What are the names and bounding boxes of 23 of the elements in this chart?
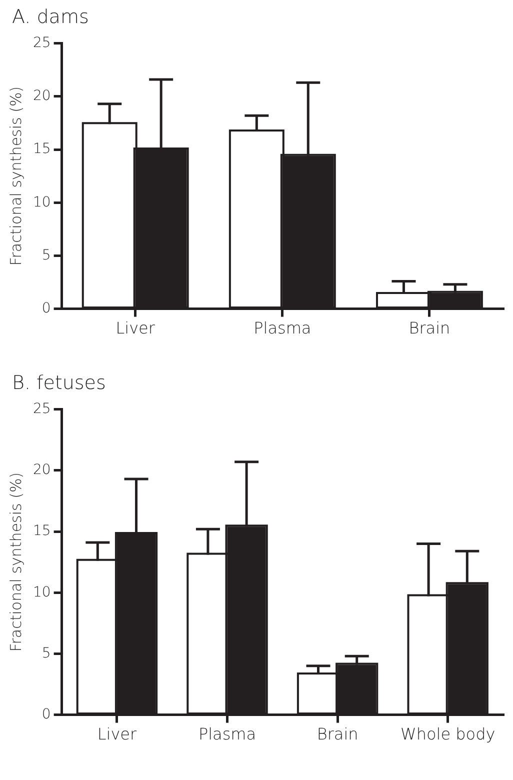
y-axis-title: Fractional synthesis (%) <box>6 472 25 652</box>
chart-title: A. dams <box>11 5 90 30</box>
x-tick-label: Whole body <box>400 724 496 744</box>
x-tick-label: Brain <box>408 318 450 338</box>
x-tick-label: Plasma <box>254 318 312 338</box>
x-tick-label: Plasma <box>198 724 256 744</box>
y-tick-label: 20 <box>32 462 51 478</box>
y-tick-label: 25 <box>32 35 51 52</box>
y-axis-title: Fractional synthesis (%) <box>6 86 25 266</box>
y-tick-label: 10 <box>32 584 51 600</box>
y-tick-label: 0 <box>42 300 51 316</box>
y-tick-label: 5 <box>42 645 51 662</box>
y-tick-label: 15 <box>32 523 51 540</box>
y-tick-label: 20 <box>32 88 51 104</box>
y-tick-label: 0 <box>42 706 51 722</box>
x-tick-label: Brain <box>316 724 358 744</box>
y-tick-label: 5 <box>42 247 51 264</box>
chart-title: B. fetuses <box>11 371 107 396</box>
y-tick-label: 25 <box>32 401 51 418</box>
y-tick-label: 15 <box>32 141 51 158</box>
x-tick-label: Liver <box>116 318 156 338</box>
y-tick-label: 10 <box>32 194 51 210</box>
x-tick-label: Liver <box>97 724 138 744</box>
